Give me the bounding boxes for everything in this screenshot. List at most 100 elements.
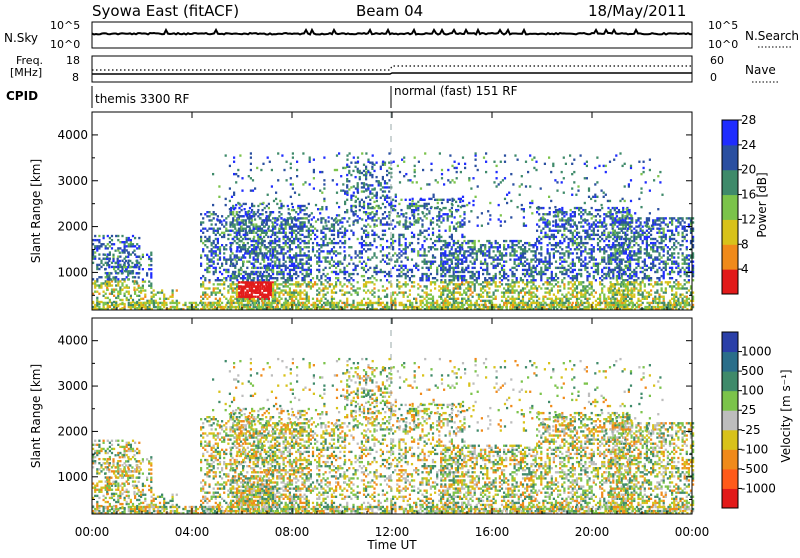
power-cell xyxy=(376,176,378,178)
power-cell xyxy=(535,254,537,256)
power-cell xyxy=(301,263,303,265)
power-cell xyxy=(449,250,451,252)
power-cell xyxy=(490,279,492,281)
power-cell xyxy=(299,205,301,207)
nave-label: Nave xyxy=(745,63,776,77)
nsky-strip: N.Sky 10^5 10^0 10^5 10^0 N.Search xyxy=(4,19,799,51)
power-cell xyxy=(440,215,442,217)
power-cell xyxy=(484,244,486,246)
power-cell xyxy=(341,285,343,287)
power-cell xyxy=(457,298,459,300)
power-cell xyxy=(327,273,329,275)
power-cell xyxy=(266,271,268,273)
power-cell xyxy=(580,246,582,248)
power-cell xyxy=(213,252,215,254)
power-cell xyxy=(444,302,446,304)
power-cell xyxy=(576,244,578,246)
power-cell xyxy=(363,184,365,186)
power-cell xyxy=(601,271,603,273)
power-cell xyxy=(238,234,240,236)
power-cell xyxy=(570,213,572,215)
power-cell xyxy=(295,273,297,275)
power-cell xyxy=(432,234,434,236)
power-cell xyxy=(415,207,417,209)
power-cell xyxy=(320,298,322,300)
power-cell xyxy=(440,296,442,298)
power-cell xyxy=(396,285,398,287)
power-cell xyxy=(547,281,549,283)
power-cell xyxy=(469,277,471,279)
power-cell xyxy=(405,242,407,244)
power-cell xyxy=(409,277,411,279)
power-cell xyxy=(253,256,255,258)
power-cell xyxy=(365,211,367,213)
power-cell xyxy=(578,291,580,293)
power-cell xyxy=(255,254,257,256)
power-cell xyxy=(243,223,245,225)
power-cell xyxy=(104,254,106,256)
power-cell xyxy=(234,232,236,234)
power-cell xyxy=(113,266,115,268)
power-cell xyxy=(582,244,584,246)
power-cell xyxy=(384,254,386,256)
power-cell xyxy=(505,300,507,302)
power-cell xyxy=(251,209,253,211)
power-cell xyxy=(490,263,492,265)
power-cell xyxy=(270,285,272,287)
power-cell xyxy=(445,242,447,244)
power-cell xyxy=(576,285,578,287)
power-cell xyxy=(559,271,561,273)
power-cell xyxy=(413,236,415,238)
power-cell xyxy=(211,219,213,221)
power-cell xyxy=(113,288,115,290)
power-cell xyxy=(591,230,593,232)
power-cell xyxy=(119,252,121,254)
power-cell xyxy=(331,291,333,293)
power-cell xyxy=(261,228,263,230)
power-cell xyxy=(359,209,361,211)
power-cell xyxy=(530,273,532,275)
power-cell xyxy=(599,240,601,242)
power-cell xyxy=(229,279,231,281)
power-cell xyxy=(304,269,306,271)
power-cell xyxy=(432,277,434,279)
power-cell xyxy=(289,298,291,300)
power-cell xyxy=(369,190,371,192)
power-cell xyxy=(272,246,274,248)
power-cell xyxy=(250,221,252,223)
power-cell xyxy=(278,215,280,217)
power-cell xyxy=(357,273,359,275)
power-cell xyxy=(299,283,301,285)
power-cell xyxy=(438,238,440,240)
power-cell xyxy=(293,296,295,298)
power-cell xyxy=(380,166,382,168)
power-cell xyxy=(115,284,117,286)
power-cell xyxy=(310,223,312,225)
power-cell xyxy=(111,235,113,237)
power-cell xyxy=(299,246,301,248)
power-cell xyxy=(357,291,359,293)
power-cell xyxy=(136,272,138,274)
power-cell xyxy=(363,170,365,172)
power-cell xyxy=(436,273,438,275)
power-cell xyxy=(535,269,537,271)
power-cell xyxy=(306,254,308,256)
power-cell xyxy=(285,300,287,302)
power-cell xyxy=(285,267,287,269)
power-cell xyxy=(565,273,567,275)
power-cell xyxy=(532,267,534,269)
power-cell xyxy=(293,265,295,267)
power-cell xyxy=(257,258,259,260)
power-cell xyxy=(287,256,289,258)
power-cell xyxy=(555,298,557,300)
power-cell xyxy=(283,246,285,248)
power-cell xyxy=(204,294,206,296)
power-cell xyxy=(610,289,612,291)
power-cell xyxy=(555,296,557,298)
power-cell xyxy=(119,293,121,295)
power-cell xyxy=(227,230,229,232)
power-cell xyxy=(320,300,322,302)
power-cell xyxy=(316,283,318,285)
power-cell xyxy=(262,219,264,221)
